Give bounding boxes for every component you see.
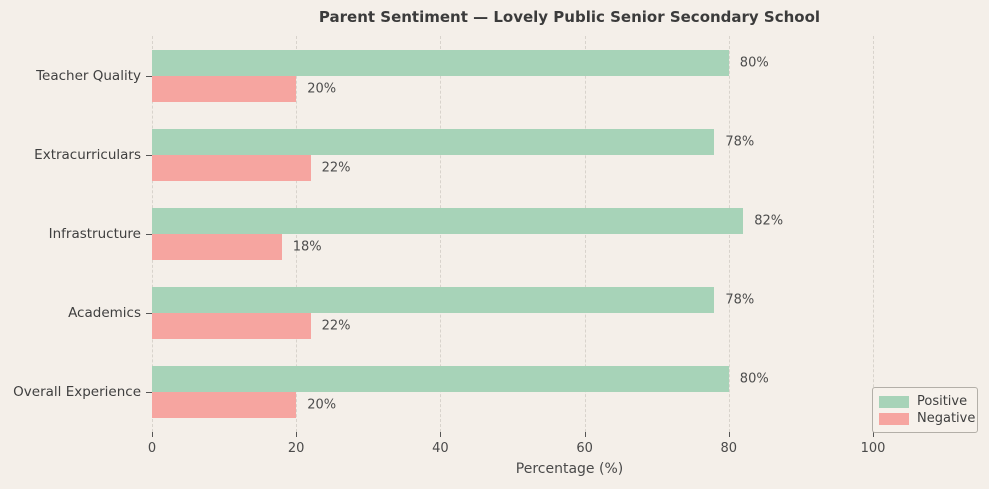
category-label: Teacher Quality xyxy=(36,67,141,84)
value-label-positive: 82% xyxy=(754,213,784,229)
bar-negative-1 xyxy=(152,75,297,102)
x-tick-label: 100 xyxy=(860,441,886,456)
value-label-negative: 18% xyxy=(292,239,322,255)
value-label-negative: 22% xyxy=(321,160,351,176)
chart-title: Parent Sentiment — Lovely Public Senior … xyxy=(318,8,821,26)
bar-negative-4 xyxy=(152,313,311,340)
x-tick-mark xyxy=(728,432,730,437)
gridline-x-100 xyxy=(873,36,874,432)
bar-negative-2 xyxy=(152,154,311,181)
x-tick-mark xyxy=(584,432,586,437)
value-label-negative: 20% xyxy=(307,81,337,97)
x-axis-label: Percentage (%) xyxy=(515,461,624,477)
category-label: Extracurriculars xyxy=(34,146,141,163)
category-label: Overall Experience xyxy=(13,384,141,401)
legend-swatch-positive-icon xyxy=(879,395,909,408)
bar-positive-3 xyxy=(152,208,744,234)
gridline-x-80 xyxy=(728,36,730,432)
bar-positive-5 xyxy=(152,366,729,393)
legend-swatch-negative-icon xyxy=(879,412,909,425)
y-tick-mark xyxy=(146,234,152,235)
x-tick-label: 0 xyxy=(147,441,157,456)
x-tick-label: 20 xyxy=(287,441,305,456)
gridline-x-20 xyxy=(296,36,298,432)
x-tick-mark xyxy=(440,432,442,437)
x-tick-label: 80 xyxy=(720,441,738,456)
y-tick-mark xyxy=(146,392,152,394)
plot-area: 80% 20% 78% 22% 82% 18% 78% 22% 80% 20% xyxy=(152,36,987,432)
value-label-positive: 80% xyxy=(739,55,769,71)
bar-positive-2 xyxy=(152,128,715,155)
x-tick-mark xyxy=(296,432,298,437)
bar-positive-1 xyxy=(152,49,729,76)
x-tick-mark xyxy=(152,432,153,437)
legend-item-negative: Negative xyxy=(879,411,975,426)
value-label-positive: 78% xyxy=(725,292,755,308)
legend-label-negative: Negative xyxy=(917,411,976,426)
legend-item-positive: Positive xyxy=(879,394,969,409)
value-label-negative: 20% xyxy=(307,397,337,413)
value-label-negative: 22% xyxy=(321,318,351,334)
category-label: Infrastructure xyxy=(48,226,141,242)
bar-positive-4 xyxy=(152,287,715,314)
y-tick-mark xyxy=(146,313,152,315)
gridline-x-60 xyxy=(584,36,586,432)
value-label-positive: 80% xyxy=(739,371,769,387)
y-tick-mark xyxy=(146,75,152,77)
category-label: Academics xyxy=(68,305,141,322)
bar-negative-3 xyxy=(152,234,282,260)
x-tick-label: 60 xyxy=(576,441,593,456)
bar-negative-5 xyxy=(152,392,297,419)
gridline-x-40 xyxy=(440,36,442,432)
x-tick-label: 40 xyxy=(432,441,449,456)
legend-label-positive: Positive xyxy=(917,394,968,409)
legend: Positive Negative xyxy=(872,387,978,433)
x-tick-mark xyxy=(873,432,874,437)
y-tick-mark xyxy=(146,154,152,156)
value-label-positive: 78% xyxy=(725,134,755,150)
